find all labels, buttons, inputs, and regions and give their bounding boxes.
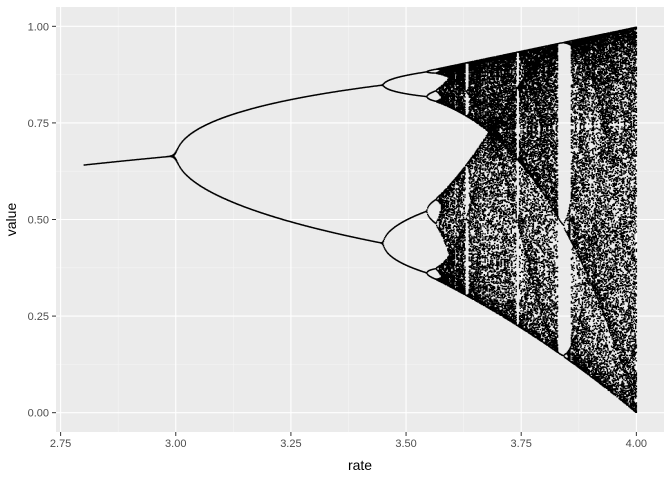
x-tick-label: 3.75 <box>511 438 532 450</box>
y-axis-title: value <box>3 203 19 237</box>
y-tick-label: 1.00 <box>28 21 49 33</box>
x-axis-title: rate <box>348 457 372 473</box>
y-tick-label: 0.50 <box>28 215 49 227</box>
x-axis: 2.75 3.00 3.25 3.50 3.75 4.00 <box>50 432 647 450</box>
x-tick-label: 3.25 <box>280 438 301 450</box>
y-tick-label: 0.75 <box>28 118 49 130</box>
x-tick-label: 2.75 <box>50 438 71 450</box>
y-tick-label: 0.25 <box>28 311 49 323</box>
y-axis: 0.00 0.25 0.50 0.75 1.00 <box>28 21 56 420</box>
bifurcation-points <box>83 26 638 413</box>
x-tick-label: 4.00 <box>626 438 647 450</box>
data-points <box>83 26 638 413</box>
x-tick-label: 3.50 <box>395 438 416 450</box>
y-tick-label: 0.00 <box>28 408 49 420</box>
x-tick-label: 3.00 <box>165 438 186 450</box>
